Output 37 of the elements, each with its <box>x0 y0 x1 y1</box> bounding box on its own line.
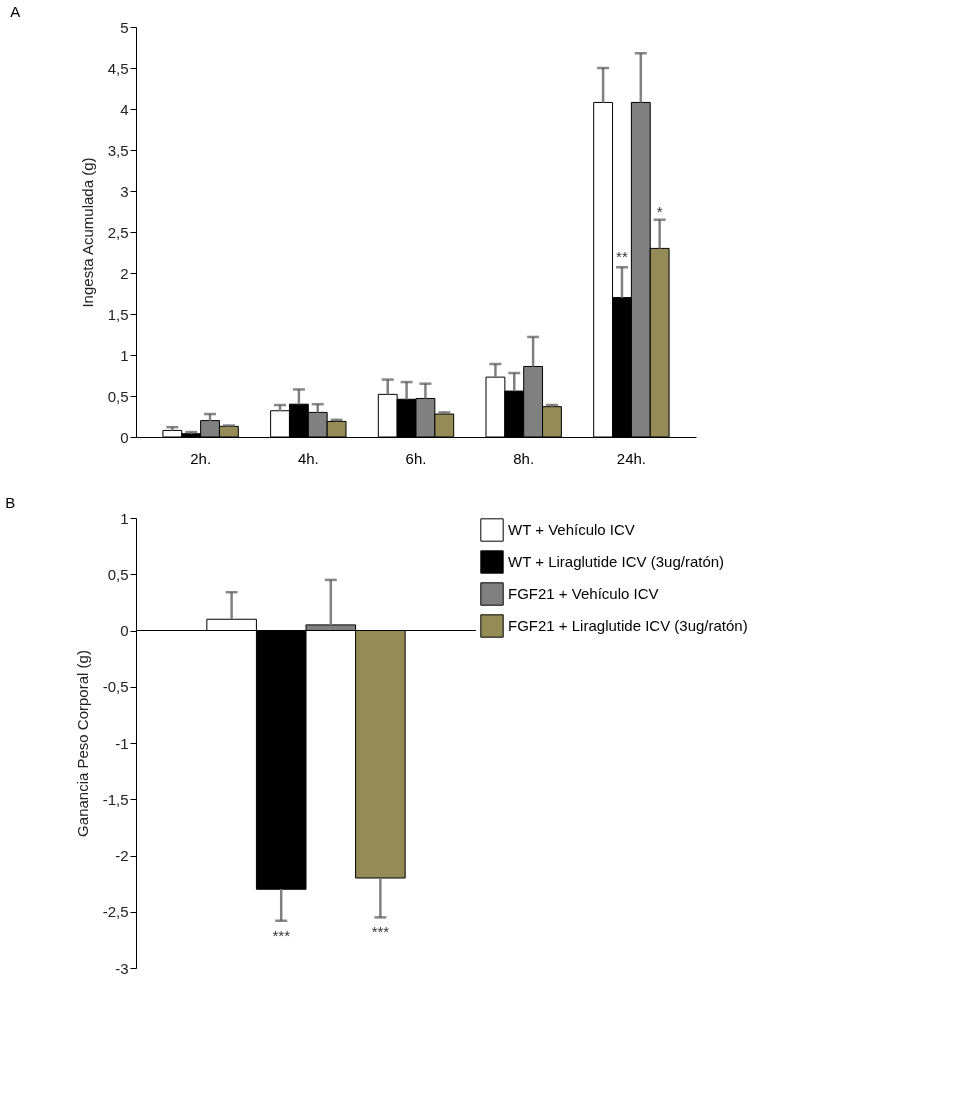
y-tick-label: -2 <box>115 847 129 864</box>
x-tick-label: 2h. <box>190 449 212 467</box>
y-tick-label: 5 <box>120 18 129 36</box>
annotation: * <box>656 202 663 220</box>
y-tick-label: 2,5 <box>107 223 129 241</box>
y-tick-label: 1 <box>120 509 129 527</box>
y-tick-label: -2,5 <box>102 903 129 921</box>
legend-label: WT + Vehículo ICV <box>508 521 635 538</box>
y-tick-label: 0 <box>120 622 129 639</box>
annotation: *** <box>272 926 291 944</box>
y-tick-label: 1,5 <box>107 305 129 323</box>
x-tick-label: 8h. <box>513 449 535 467</box>
legend-label: FGF21 + Liraglutide ICV (3ug/ratón) <box>508 617 748 634</box>
text: B <box>5 494 16 511</box>
y-tick-label: 1 <box>120 346 129 364</box>
y-axis-title: Ganancia Peso Corporal (g) <box>73 650 91 837</box>
x-tick-label: 6h. <box>405 449 427 467</box>
y-tick-label: -1,5 <box>102 790 129 808</box>
y-tick-label: 0,5 <box>107 387 129 405</box>
y-tick-label: -1 <box>115 734 129 752</box>
y-tick-label: 0 <box>120 428 129 446</box>
legend-label: FGF21 + Vehículo ICV <box>508 585 659 602</box>
legend-label: WT + Liraglutide ICV (3ug/ratón) <box>508 553 725 570</box>
x-tick-label: 24h. <box>616 449 646 467</box>
y-tick-label: 2 <box>120 264 129 282</box>
annotation: *** <box>371 923 390 941</box>
y-tick-label: 3,5 <box>107 141 129 159</box>
annotation: ** <box>616 247 628 265</box>
y-tick-label: 4 <box>120 100 129 118</box>
x-tick-label: 4h. <box>297 449 319 467</box>
text: A <box>10 3 21 20</box>
y-tick-label: -0,5 <box>102 678 129 696</box>
y-tick-label: 3 <box>120 182 129 200</box>
y-tick-label: 4,5 <box>107 59 129 77</box>
y-tick-label: 0,5 <box>107 565 129 583</box>
y-tick-label: -3 <box>115 959 129 977</box>
y-axis-title: Ingesta Acumulada (g) <box>78 157 96 308</box>
